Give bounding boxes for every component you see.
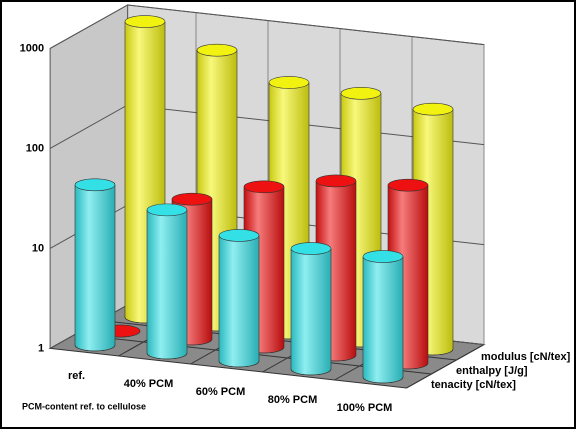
x-tick-label: ref. [68, 370, 85, 382]
bar-top [387, 178, 429, 192]
series-label: modulus [cN/tex] [481, 351, 571, 363]
bar-top [196, 43, 238, 57]
bar-outline [290, 248, 332, 376]
bar-top [315, 174, 357, 188]
bar-top [268, 76, 310, 89]
series-label: tenacity [cN/tex] [431, 379, 516, 391]
bar-body [291, 248, 331, 369]
bar-body [219, 235, 259, 361]
bar-top [362, 250, 404, 263]
x-tick-label: 60% PCM [196, 386, 246, 398]
x-tick-label: 100% PCM [337, 402, 393, 414]
bar-top [171, 192, 213, 206]
bar-top [243, 180, 285, 194]
bar-top [124, 15, 166, 28]
bar [362, 250, 404, 384]
y-tick-label: 1000 [20, 42, 44, 54]
bar-top [218, 229, 260, 242]
floor-divider [406, 344, 485, 389]
plot: 1 10 100 1000 ref. 40% PCM 60% PCM 80% PCM 100% … [20, 4, 571, 414]
bar-top [290, 242, 332, 255]
bar [146, 203, 188, 360]
bar-body [75, 184, 115, 345]
bar [218, 229, 260, 368]
bar-top [74, 178, 116, 192]
grid-line [49, 4, 485, 49]
bar-top [146, 203, 188, 217]
y-tick-label: 1 [38, 342, 44, 354]
x-tick-label: 40% PCM [124, 378, 174, 390]
bar-top [340, 86, 382, 100]
x-tick-label: 80% PCM [268, 394, 318, 406]
annotation: PCM-content ref. to cellulose [22, 401, 146, 411]
bar-body [147, 209, 187, 353]
series-label: enthalpy [J/g] [456, 365, 528, 377]
bar [290, 242, 332, 376]
y-tick-label: 100 [26, 142, 44, 154]
bar-top [412, 102, 454, 116]
bar-outline [74, 184, 116, 352]
bar-outline [218, 235, 260, 368]
y-tick-label: 10 [32, 242, 44, 254]
bar-outline [362, 256, 404, 384]
bar-body [363, 256, 403, 377]
bar-outline [146, 209, 188, 360]
bar [74, 178, 116, 352]
